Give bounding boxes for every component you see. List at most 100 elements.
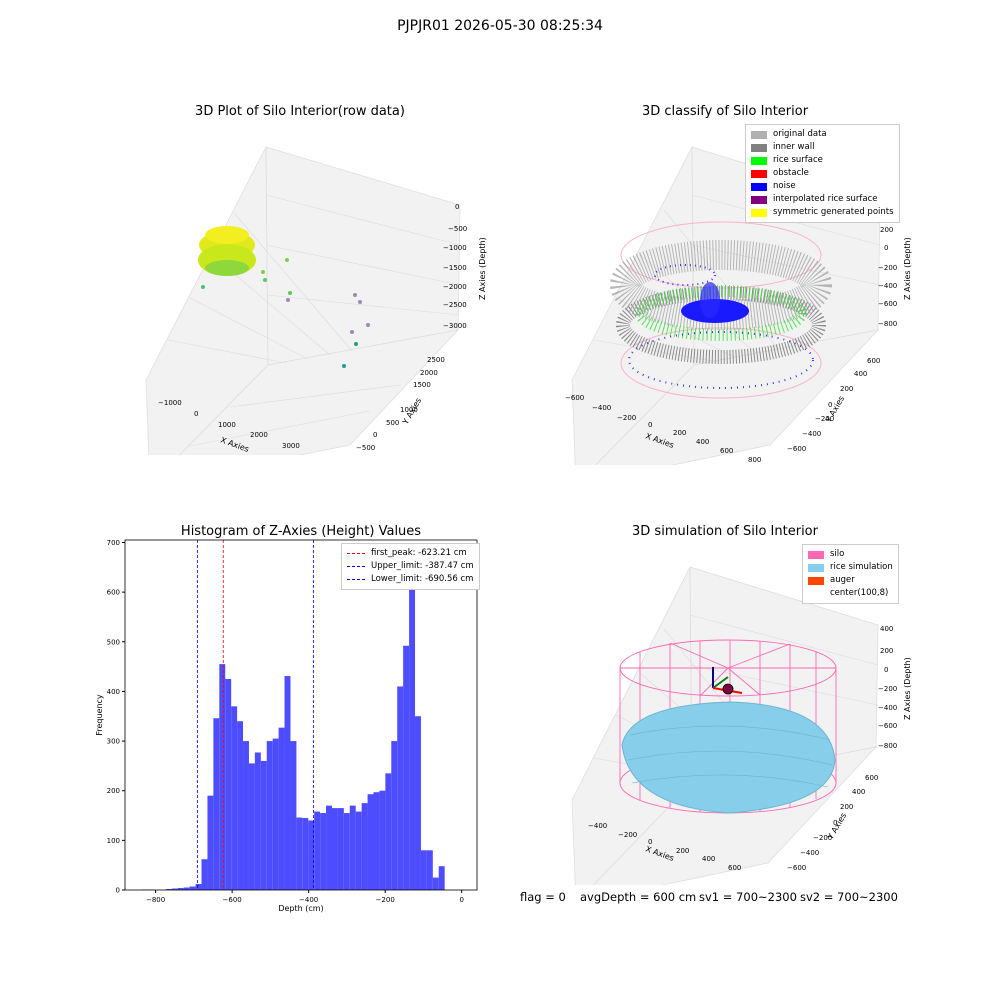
histogram-bar (391, 741, 398, 890)
histogram-bar (343, 813, 350, 890)
histogram-bars (142, 559, 445, 890)
histogram-bar (213, 718, 220, 890)
legend-line-swatch (347, 566, 365, 567)
legend-item-original-data: original data (751, 128, 894, 141)
classify-y-ticks: −600 −400 −200 0 200 400 600 (787, 357, 880, 453)
svg-text:400: 400 (702, 855, 715, 863)
status-avg-depth: avgDepth = 600 cm (580, 890, 697, 904)
histogram-bar (243, 741, 249, 890)
raw-z-ticks: 0 −500 −1000 −1500 −2000 −2500 −3000 (443, 203, 467, 330)
svg-text:−3000: −3000 (443, 322, 467, 330)
svg-text:−400: −400 (802, 430, 821, 438)
histogram-bar (331, 808, 338, 890)
classify-y-label: Y Axies (823, 394, 846, 424)
status-sv1: sv1 = 700~2300 (699, 890, 797, 904)
simulation-legend: silo rice simulation auger center(100,8) (802, 544, 899, 604)
svg-text:400: 400 (880, 625, 893, 633)
x-tick-label: 0 (459, 896, 463, 904)
histogram-bar (355, 811, 362, 890)
svg-text:−500: −500 (356, 444, 375, 452)
legend-item-center: center(100,8) (808, 587, 893, 600)
y-tick-label: 0 (116, 887, 120, 895)
simulation-y-label: Y Axies (825, 811, 848, 841)
status-flag: flag = 0 (520, 890, 566, 904)
histogram-title: Histogram of Z-Axies (Height) Values (180, 524, 422, 539)
svg-text:500: 500 (386, 419, 399, 427)
svg-text:3000: 3000 (282, 442, 300, 450)
histogram-legend: first_peak: -623.21 cm Upper_limit: -387… (341, 543, 480, 590)
histogram-bar (379, 790, 386, 890)
svg-text:0: 0 (194, 410, 198, 418)
y-tick-label: 700 (107, 539, 120, 547)
histogram-bar (260, 760, 267, 890)
svg-text:0: 0 (884, 244, 888, 252)
svg-text:0: 0 (828, 401, 832, 409)
svg-text:0: 0 (373, 431, 377, 439)
histogram-bar (284, 676, 291, 890)
histogram-bar (177, 888, 184, 890)
legend-item-rice-surface: rice surface (751, 154, 894, 167)
svg-text:−400: −400 (592, 404, 611, 412)
legend-swatch (808, 563, 824, 572)
histogram-bar (308, 820, 315, 890)
raw-point-cloud (198, 226, 370, 368)
histogram-bar (314, 811, 321, 890)
simulation-plot-title: 3D simulation of Silo Interior (632, 524, 818, 539)
svg-text:0: 0 (648, 421, 652, 429)
simulation-z-ticks: 400 200 0 −200 −400 −600 −800 (878, 625, 897, 750)
svg-text:200: 200 (673, 429, 686, 437)
svg-text:−500: −500 (448, 225, 467, 233)
histogram-bar (415, 716, 421, 890)
histogram-bar (272, 738, 279, 890)
legend-line-swatch (347, 579, 365, 580)
svg-text:600: 600 (865, 774, 878, 782)
legend-item-lower-limit: Lower_limit: -690.56 cm (347, 573, 474, 586)
classify-legend: original data inner wall rice surface ob… (745, 124, 900, 223)
raw-3d-plot: −1000 0 1000 2000 3000 4000 −500 0 500 1… (145, 146, 487, 455)
auger-marker (712, 667, 743, 695)
simulation-y-ticks: −600 −400 −200 0 200 400 600 (787, 774, 878, 872)
svg-text:−200: −200 (815, 415, 834, 423)
histogram-bar (373, 792, 380, 890)
histogram-y-label: Frequency (95, 694, 104, 736)
silo-wall-pointcloud (610, 221, 832, 399)
svg-text:800: 800 (748, 456, 761, 464)
svg-text:600: 600 (720, 447, 733, 455)
classify-plot-title: 3D classify of Silo Interior (641, 104, 809, 119)
histogram-x-ticks: −800 −600 −400 −200 0 (146, 890, 464, 904)
svg-text:−600: −600 (878, 300, 897, 308)
svg-text:−600: −600 (787, 864, 806, 872)
histogram-bar (248, 763, 255, 890)
svg-text:1500: 1500 (413, 381, 431, 389)
histogram-bar (385, 773, 392, 890)
svg-text:−200: −200 (878, 685, 897, 693)
histogram-bar (254, 752, 261, 890)
legend-swatch (751, 156, 767, 165)
legend-item-symmetric: symmetric generated points (751, 206, 894, 219)
histogram-bar (207, 795, 214, 890)
svg-text:0: 0 (833, 819, 837, 827)
svg-text:2000: 2000 (250, 431, 268, 439)
legend-swatch (808, 576, 824, 585)
x-tick-label: −400 (299, 896, 318, 904)
svg-text:1000: 1000 (218, 421, 236, 429)
svg-text:0: 0 (648, 838, 652, 846)
histogram-bar (337, 808, 344, 890)
classify-x-ticks: −600 −400 −200 0 200 400 600 800 (565, 394, 761, 464)
svg-text:−600: −600 (787, 445, 806, 453)
raw-z-label: Z Axies (Depth) (478, 237, 487, 300)
simulation-3d-plot: −400 −200 0 200 400 600 −600 −400 −200 0… (571, 566, 912, 885)
histogram-bar (201, 859, 208, 890)
legend-swatch (751, 143, 767, 152)
raw-x-ticks: −1000 0 1000 2000 3000 4000 (158, 399, 332, 455)
svg-text:−1000: −1000 (158, 399, 182, 407)
legend-item-inner-wall: inner wall (751, 141, 894, 154)
histogram-bar (349, 805, 356, 890)
histogram-bar (183, 887, 190, 890)
classify-z-label: Z Axies (Depth) (903, 237, 912, 300)
histogram-bar (409, 559, 416, 890)
simulation-z-label: Z Axies (Depth) (903, 657, 912, 720)
legend-swatch (751, 130, 767, 139)
svg-text:400: 400 (696, 438, 709, 446)
svg-text:600: 600 (728, 864, 741, 872)
